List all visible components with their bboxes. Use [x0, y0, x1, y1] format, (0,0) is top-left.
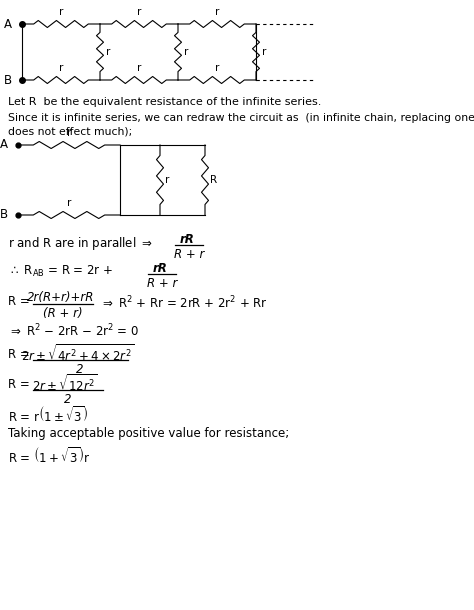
Text: does not effect much);: does not effect much); [8, 126, 132, 136]
Text: r: r [59, 7, 63, 17]
Text: $2r \pm \sqrt{4r^2 + 4 \times 2r^2}$: $2r \pm \sqrt{4r^2 + 4 \times 2r^2}$ [21, 344, 135, 365]
Text: $\therefore$ R$_{\mathregular{AB}}$ = R = 2r +: $\therefore$ R$_{\mathregular{AB}}$ = R … [8, 264, 113, 279]
Text: R + r: R + r [147, 277, 177, 290]
Text: (R + r): (R + r) [43, 307, 83, 320]
Text: r: r [137, 63, 141, 73]
Text: 2r(R+r)+rR: 2r(R+r)+rR [27, 291, 95, 304]
Text: r: r [165, 175, 169, 185]
Text: $\Rightarrow$ R$^2$ + Rr = 2rR + 2r$^2$ + Rr: $\Rightarrow$ R$^2$ + Rr = 2rR + 2r$^2$ … [100, 295, 268, 312]
Text: R =: R = [8, 295, 30, 308]
Text: R + r: R + r [174, 248, 204, 261]
Text: r: r [106, 47, 110, 57]
Text: R =: R = [8, 378, 30, 391]
Text: r: r [67, 128, 71, 138]
Text: r and R are in parallel $\Rightarrow$: r and R are in parallel $\Rightarrow$ [8, 235, 153, 252]
Text: r: r [67, 198, 71, 208]
Text: $2r \pm \sqrt{12r^2}$: $2r \pm \sqrt{12r^2}$ [32, 374, 98, 395]
Text: B: B [0, 209, 8, 221]
Text: Since it is infinite series, we can redraw the circuit as  (in infinite chain, r: Since it is infinite series, we can redr… [8, 113, 474, 123]
Text: Taking acceptable positive value for resistance;: Taking acceptable positive value for res… [8, 427, 289, 440]
Text: rR: rR [153, 262, 167, 275]
Text: R =: R = [8, 348, 30, 361]
Text: A: A [0, 138, 8, 151]
Text: 2: 2 [64, 393, 72, 406]
Text: r: r [262, 47, 266, 57]
Text: r: r [184, 47, 188, 57]
Text: r: r [215, 7, 219, 17]
Text: Let R  be the equivalent resistance of the infinite series.: Let R be the equivalent resistance of th… [8, 97, 321, 107]
Text: R: R [210, 175, 217, 185]
Text: B: B [4, 73, 12, 87]
Text: R = r$\left(1\pm\sqrt{3}\right)$: R = r$\left(1\pm\sqrt{3}\right)$ [8, 406, 89, 425]
Text: r: r [137, 7, 141, 17]
Text: r: r [215, 63, 219, 73]
Text: A: A [4, 18, 12, 30]
Text: R = $\left(1+\sqrt{3}\right)$r: R = $\left(1+\sqrt{3}\right)$r [8, 447, 91, 466]
Text: r: r [59, 63, 63, 73]
Text: $\Rightarrow$ R$^2$ $-$ 2rR $-$ 2r$^2$ = 0: $\Rightarrow$ R$^2$ $-$ 2rR $-$ 2r$^2$ =… [8, 323, 139, 340]
Text: rR: rR [180, 233, 194, 246]
Text: 2: 2 [76, 363, 84, 376]
